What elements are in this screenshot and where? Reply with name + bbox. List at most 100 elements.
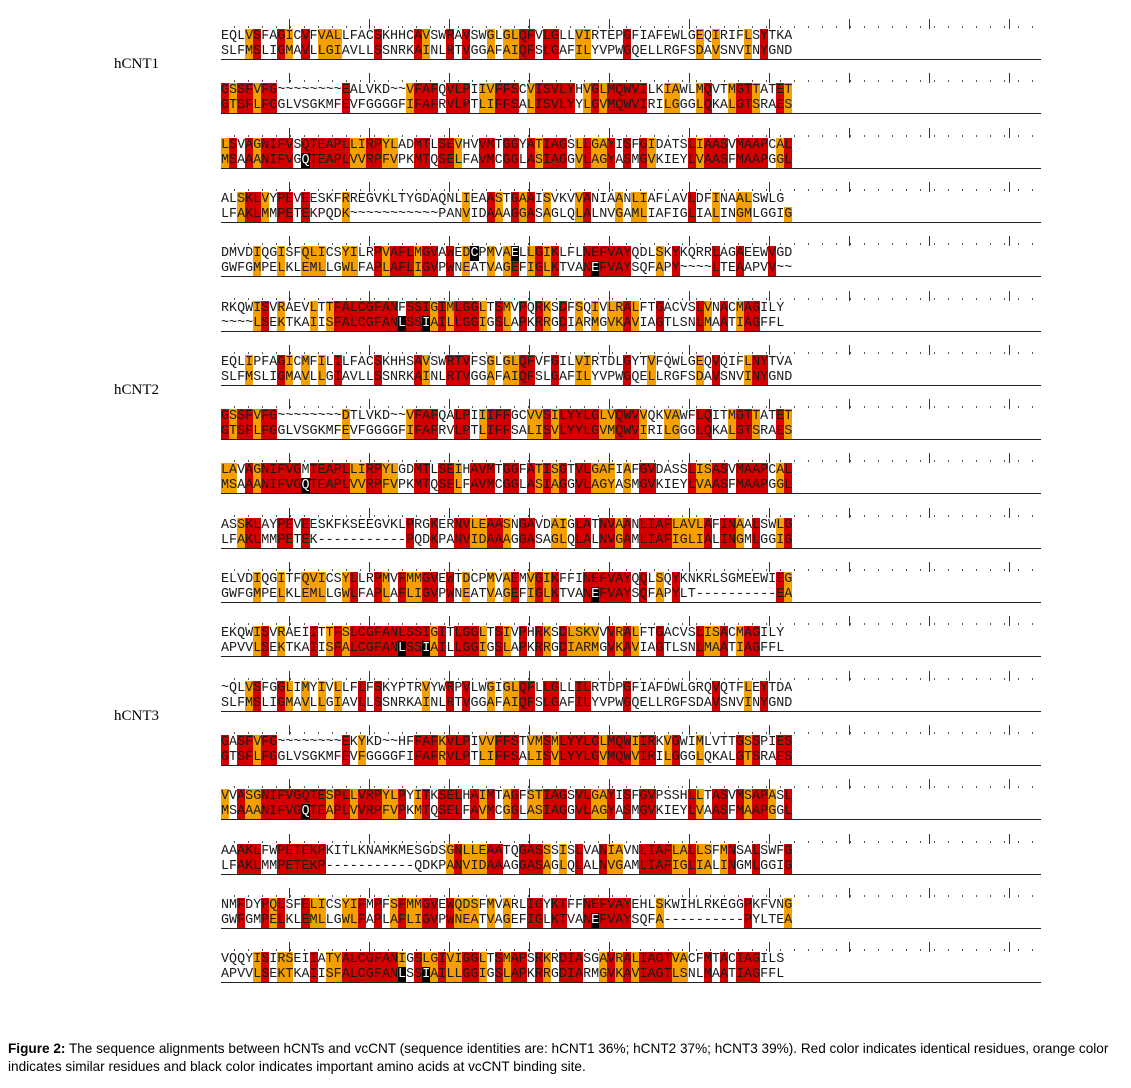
residue: K: [711, 749, 720, 765]
residue: Y: [679, 152, 688, 168]
residue: G: [518, 532, 527, 548]
residue: L: [558, 409, 568, 425]
residue: M: [736, 572, 745, 587]
residue: L: [349, 789, 358, 805]
residue: Y: [567, 749, 576, 765]
residue: L: [671, 315, 680, 331]
residue: P: [373, 246, 382, 262]
residue: V: [478, 137, 487, 153]
residue: G: [221, 83, 230, 99]
residue: A: [599, 952, 608, 968]
residue: -: [663, 912, 672, 928]
residue: I: [349, 897, 358, 913]
hcnt-sequence-row: LSVAGNIFVSQTEAPLLIRPYLADMTLSEVHVVMTGGYAT…: [221, 137, 1041, 153]
residue: Q: [703, 680, 712, 696]
residue: E: [744, 572, 753, 587]
residue: A: [591, 843, 600, 859]
residue: Y: [381, 789, 390, 805]
residue: I: [575, 680, 584, 696]
residue: W: [446, 572, 455, 587]
residue: T: [478, 587, 487, 602]
residue: A: [727, 191, 736, 207]
residue: V: [245, 29, 254, 44]
residue: D: [333, 206, 342, 222]
residue: K: [309, 206, 318, 222]
residue: I: [534, 424, 543, 440]
alignment-block: LSVAGNIFVSQTEAPLLIRPYLADMTLSEVHVVMTGGYAT…: [221, 126, 1041, 169]
residue: H: [687, 897, 696, 913]
residue: S: [237, 191, 246, 207]
residue: G: [784, 532, 793, 548]
residue: V: [575, 789, 584, 805]
residue: F: [727, 478, 736, 494]
residue: I: [253, 626, 262, 642]
residue: V: [607, 315, 616, 331]
residue: R: [365, 572, 374, 587]
residue: R: [534, 967, 543, 983]
residue: G: [277, 680, 286, 696]
residue: L: [526, 98, 535, 114]
residue: ~: [229, 315, 238, 331]
residue: I: [542, 246, 551, 262]
residue: V: [470, 137, 479, 153]
residue: M: [221, 478, 230, 494]
residue: S: [245, 789, 254, 805]
residue: N: [599, 532, 608, 548]
residue: A: [615, 912, 624, 928]
residue: A: [494, 517, 503, 533]
residue: V: [462, 532, 471, 548]
residue: T: [647, 626, 656, 642]
residue: N: [510, 517, 519, 533]
residue: V: [687, 517, 696, 533]
residue: L: [752, 858, 761, 874]
residue: L: [542, 261, 551, 277]
residue: F: [518, 789, 527, 805]
residue: M: [736, 789, 745, 805]
residue: G: [381, 424, 390, 440]
residue: Q: [639, 912, 648, 928]
residue: G: [776, 191, 785, 207]
residue: S: [237, 424, 246, 440]
residue: S: [534, 44, 543, 59]
residue: Q: [703, 98, 712, 114]
residue: F: [237, 369, 246, 385]
residue: I: [744, 695, 753, 711]
residue: G: [752, 952, 761, 968]
residue: F: [293, 897, 302, 913]
residue: T: [293, 532, 302, 548]
residue: I: [567, 967, 576, 983]
residue: A: [269, 29, 278, 44]
residue: K: [245, 191, 254, 207]
residue: G: [502, 463, 511, 479]
residue: L: [776, 967, 785, 983]
residue: K: [373, 409, 382, 425]
residue: L: [567, 626, 576, 642]
residue: A: [703, 804, 712, 820]
residue: F: [373, 300, 382, 316]
residue: M: [221, 804, 230, 820]
position-ruler: [221, 561, 1041, 572]
residue: -: [398, 532, 407, 548]
residue: A: [558, 695, 568, 711]
residue: A: [607, 191, 616, 207]
alignment-block: NMFDYPQLSFELICSYIFMPFSFMMGVEWQDSFMVARLIG…: [221, 886, 1041, 929]
residue: G: [269, 246, 278, 262]
residue: M: [486, 463, 495, 479]
residue: A: [768, 98, 777, 114]
residue: M: [736, 152, 745, 168]
residue: S: [567, 843, 576, 859]
residue: Y: [760, 44, 769, 59]
residue: V: [349, 804, 358, 820]
residue: A: [711, 152, 720, 168]
residue: V: [599, 300, 608, 316]
alignment-block: DMVDIQGISFQLICSYILRPVAFLMGVAWEDCPMVAELLG…: [221, 235, 1041, 278]
residue: V: [567, 191, 576, 207]
residue: A: [784, 912, 793, 928]
residue: E: [446, 152, 455, 168]
residue: ~: [406, 206, 415, 222]
residue: F: [430, 734, 439, 750]
residue: S: [550, 626, 559, 642]
residue: S: [229, 517, 238, 533]
vccnt-sequence-row: MSAAANIFVGQTEAPLVVRPFVPKMTQSELFAVMCGGLAS…: [221, 152, 1041, 169]
residue: G: [502, 152, 511, 168]
